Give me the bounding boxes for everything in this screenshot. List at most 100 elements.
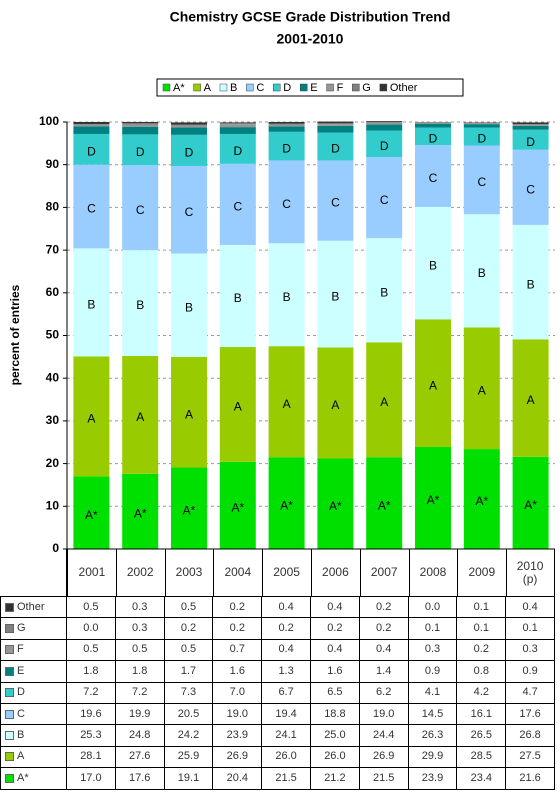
table-cell: 16.1 xyxy=(457,704,507,726)
bar-segment xyxy=(268,131,305,161)
table-header: 2003 xyxy=(164,549,215,597)
table-cell: 21.6 xyxy=(506,768,555,790)
segment-label: C xyxy=(136,203,145,217)
legend-label: D xyxy=(283,82,291,94)
y-tick-label: 50 xyxy=(46,328,60,342)
segment-label: A xyxy=(283,397,291,411)
table-header: 2009 xyxy=(457,549,508,597)
bar-segment xyxy=(366,238,403,343)
table-cell: 26.8 xyxy=(506,725,555,747)
bar-segment xyxy=(366,342,403,458)
bar-segment xyxy=(73,164,110,249)
table-cell: 0.5 xyxy=(164,597,214,619)
bar-segment xyxy=(317,125,354,133)
table-cell: 24.8 xyxy=(115,725,165,747)
bar-segment xyxy=(415,206,451,320)
table-cell: 21.5 xyxy=(359,768,409,790)
table-header: 2010 (p) xyxy=(506,549,555,597)
bar-segment xyxy=(415,123,451,128)
bar-segment xyxy=(317,160,354,241)
segment-label: A xyxy=(478,383,486,397)
table-cell: 0.2 xyxy=(457,639,507,662)
table-cell: 19.9 xyxy=(115,704,165,726)
bar-segment xyxy=(219,163,256,245)
segment-label: B xyxy=(527,277,535,291)
bar-segment xyxy=(122,126,159,135)
segment-label: C xyxy=(477,175,486,189)
segment-label: A xyxy=(87,412,95,426)
table-cell: 20.5 xyxy=(164,704,214,726)
table-header: 2005 xyxy=(262,549,312,597)
bar-segment xyxy=(171,122,207,125)
table-cell: 25.9 xyxy=(164,746,214,769)
bar-segment xyxy=(512,124,549,126)
table-cell: 21.2 xyxy=(311,768,360,790)
bar-segment xyxy=(415,446,451,549)
table-cell: 0.0 xyxy=(67,618,116,640)
segment-label: A* xyxy=(427,493,440,507)
table-cell: 19.4 xyxy=(262,704,311,726)
segment-label: C xyxy=(233,200,242,214)
table-cell: 0.4 xyxy=(262,597,311,619)
table-cell: 1.7 xyxy=(164,661,214,683)
bar-segment xyxy=(317,132,354,161)
bar-segment xyxy=(512,122,549,125)
table-cell: 24.4 xyxy=(359,725,409,747)
table-series-name: Other xyxy=(17,600,45,613)
table-cell: 17.6 xyxy=(506,704,555,726)
table-header: 2004 xyxy=(213,549,264,597)
table-cell: 27.5 xyxy=(506,746,555,769)
segment-label: A xyxy=(234,400,242,414)
segment-label: B xyxy=(234,291,242,305)
table-cell: 19.0 xyxy=(213,704,263,726)
table-swatch xyxy=(5,709,14,719)
segment-label: A* xyxy=(280,498,293,512)
y-tick-label: 0 xyxy=(52,541,59,555)
bar-segment xyxy=(317,240,354,348)
bar-segment xyxy=(268,160,305,244)
segment-label: D xyxy=(282,141,291,155)
segment-label: D xyxy=(87,144,96,158)
table-cell: 28.5 xyxy=(457,746,507,769)
bar-segment xyxy=(219,122,256,124)
table-cell: 0.8 xyxy=(457,661,507,683)
bar-segment xyxy=(219,124,256,128)
segment-label: C xyxy=(185,205,194,219)
table-series-name: F xyxy=(17,643,24,656)
bar-segment xyxy=(463,327,500,450)
table-cell: 4.7 xyxy=(506,682,555,704)
legend-label: A xyxy=(204,82,212,94)
table-cell: 0.9 xyxy=(506,661,555,683)
segment-label: D xyxy=(429,131,438,145)
bar-segment xyxy=(268,126,305,132)
bar-segment xyxy=(219,133,256,164)
segment-label: A* xyxy=(85,508,98,522)
table-series-name: A* xyxy=(17,771,29,784)
bar-segment xyxy=(171,165,207,254)
bar-segment xyxy=(366,130,403,158)
bar-segment xyxy=(317,121,354,124)
table-cell: 1.8 xyxy=(115,661,165,683)
table-series-name: E xyxy=(17,664,25,677)
y-tick-label: 40 xyxy=(46,370,60,384)
table-swatch xyxy=(5,624,14,634)
table-row-name: A xyxy=(0,746,67,769)
table-header: 2001 xyxy=(67,549,117,597)
bar-segment xyxy=(219,347,256,462)
segment-label: D xyxy=(136,145,145,159)
bar-segment xyxy=(219,123,256,125)
bar-segment xyxy=(463,214,500,328)
bar-segment xyxy=(171,467,207,549)
bar-segment xyxy=(463,449,500,549)
legend-swatch xyxy=(352,83,360,92)
table-cell: 0.1 xyxy=(457,618,507,640)
bar-segment xyxy=(463,127,500,146)
segment-label: D xyxy=(185,146,194,160)
table-cell: 0.3 xyxy=(506,639,555,662)
y-tick-label: 60 xyxy=(46,285,60,299)
table-cell: 26.3 xyxy=(408,725,458,747)
segment-label: A* xyxy=(329,499,342,513)
legend-swatch xyxy=(326,83,334,92)
table-cell: 26.9 xyxy=(213,746,263,769)
legend-swatch xyxy=(299,83,308,92)
